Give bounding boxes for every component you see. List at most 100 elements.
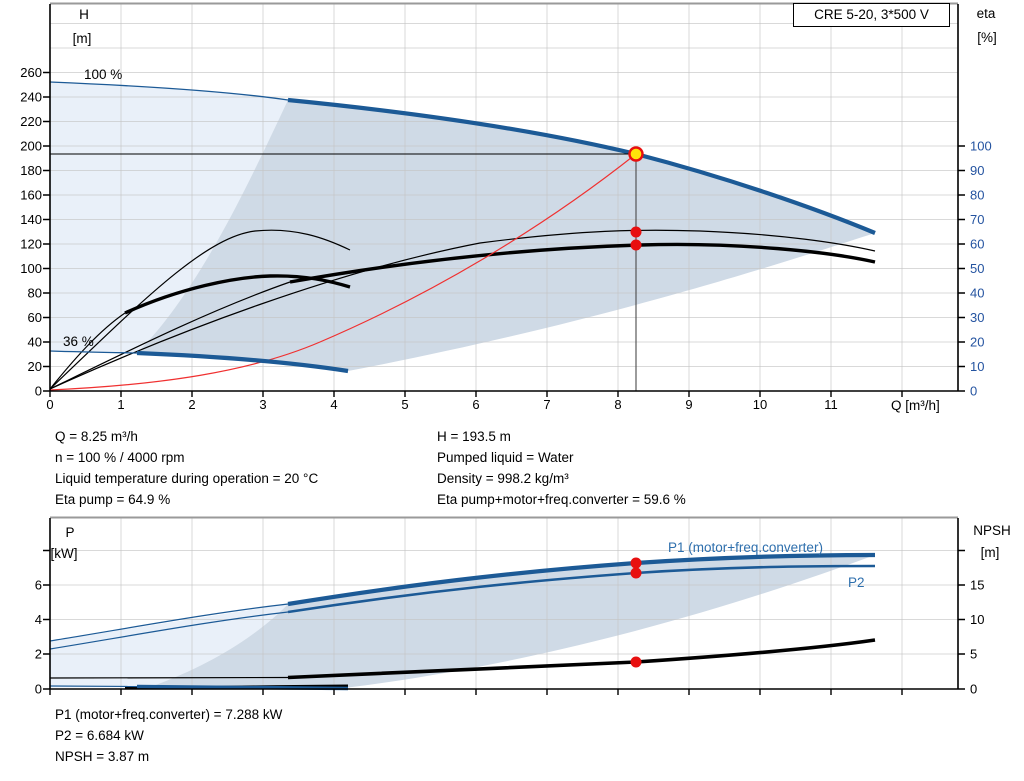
q-tick: 6 [472,397,479,412]
npsh-axis-name: NPSH [973,523,1011,538]
info-speed: n = 100 % / 4000 rpm [55,450,185,465]
eta-axis-unit: [%] [977,30,997,45]
info-eta-total: Eta pump+motor+freq.converter = 59.6 % [437,492,686,507]
h-tick: 60 [28,310,42,325]
info-npsh: NPSH = 3.87 m [55,749,150,764]
operating-envelope-light [50,82,288,353]
info-temperature: Liquid temperature during operation = 20… [55,471,319,486]
q-tick: 2 [188,397,195,412]
h-axis-name: H [79,7,89,22]
info-eta-pump: Eta pump = 64.9 % [55,492,171,507]
eta-tick: 90 [970,163,984,178]
eta-tick-labels: 100 90 80 70 60 50 40 30 20 10 0 [970,139,992,399]
h-curve-100pct-thin [49,81,289,101]
p2-curve-thin [49,611,289,650]
p1-marker [630,557,642,569]
npsh-tick-labels: 15 10 5 0 [970,578,984,697]
allowed-operating-area [137,100,875,371]
h-curve-36pct-thin [49,350,138,354]
npsh-curve [287,638,876,680]
q-tick: 3 [259,397,266,412]
q-tick: 11 [824,397,838,412]
qh-axes [49,4,959,392]
h-axis-unit: [m] [73,31,92,46]
q-tick: 5 [401,397,408,412]
vertical-gridlines [120,4,903,391]
duty-point-marker[interactable] [628,146,644,162]
npsh-marker [630,656,642,668]
q-tick: 1 [117,397,124,412]
info-p1: P1 (motor+freq.converter) = 7.288 kW [55,707,283,722]
eta-axis-name: eta [977,6,996,21]
p-curve-36pct-thin [49,685,138,688]
h-tick: 220 [20,114,42,129]
q-axis-label: Q [m³/h] [891,398,940,413]
power-envelope-light [50,604,288,688]
p-axis-unit: [kW] [51,546,78,561]
eta-total-curve-lead [49,281,291,390]
p1-curve-label: P1 (motor+freq.converter) [668,540,823,555]
power-npsh-chart: P [kW] NPSH [m] P1 (motor+freq.converter… [35,516,1011,697]
h-tick: 200 [20,139,42,154]
horizontal-gridlines [50,23,958,367]
vertical-gridlines [120,518,903,689]
q-tick: 7 [543,397,550,412]
h-tick: 120 [20,237,42,252]
h-tick-labels: 260 240 220 200 180 160 140 120 100 80 6… [20,65,42,399]
npsh-tick: 10 [970,612,984,627]
q-tick: 9 [685,397,692,412]
q-tick: 8 [614,397,621,412]
eta-total-marker [630,239,642,251]
h-tick: 100 [20,261,42,276]
p-tick: 2 [35,647,42,662]
info-flow: Q = 8.25 m³/h [55,429,138,444]
eta-pump-reduced-curve [49,229,351,390]
speed-100pct-label: 100 % [84,67,122,82]
p2-curve-label: P2 [848,575,865,590]
duty-info-left: Q = 8.25 m³/h n = 100 % / 4000 rpm Liqui… [55,426,318,510]
npsh-tick: 0 [970,682,977,697]
eta-tick: 100 [970,139,992,154]
q-tick: 4 [330,397,337,412]
info-head: H = 193.5 m [437,429,511,444]
pump-type-box: CRE 5-20, 3*500 V [793,3,950,27]
power-axes [49,518,959,690]
info-liquid: Pumped liquid = Water [437,450,574,465]
h-tick: 20 [28,359,42,374]
eta-tick: 70 [970,212,984,227]
p-tick: 4 [35,612,42,627]
info-density: Density = 998.2 kg/m³ [437,471,569,486]
p-tick: 6 [35,578,42,593]
p2-curve [287,564,876,614]
p-tick: 0 [35,682,42,697]
eta-pump-curve [49,229,876,390]
duty-info-right: H = 193.5 m Pumped liquid = Water Densit… [437,426,686,510]
q-tick-labels: 0 1 2 3 4 5 6 7 8 9 10 11 [46,397,837,412]
h-tick: 80 [28,286,42,301]
h-curve-100pct [287,97,876,235]
p-tick-labels: 6 4 2 0 [35,578,42,697]
h-tick: 140 [20,212,42,227]
q-tick: 0 [46,397,53,412]
eta-total-reduced-curve [124,274,351,315]
eta-tick: 0 [970,384,977,399]
h-tick: 240 [20,90,42,105]
eta-tick: 80 [970,188,984,203]
eta-pump-marker [630,226,642,238]
info-p2: P2 = 6.684 kW [55,728,144,743]
h-tick: 260 [20,65,42,80]
eta-tick: 50 [970,261,984,276]
qh-tick-marks [43,71,965,397]
eta-tick: 60 [970,237,984,252]
npsh-axis-unit: [m] [981,545,1000,560]
npsh-tick: 5 [970,647,977,662]
power-info-block: P1 (motor+freq.converter) = 7.288 kW P2 … [55,704,282,767]
p1-curve-thin [49,603,289,642]
h-tick: 160 [20,188,42,203]
eta-duty-curve [49,153,637,391]
qh-chart: H [m] eta [%] Q [m³/h] 100 % 36 % 260 24… [20,2,997,413]
p-axis-name: P [65,525,74,540]
h-tick: 180 [20,163,42,178]
power-tick-marks [43,549,965,695]
